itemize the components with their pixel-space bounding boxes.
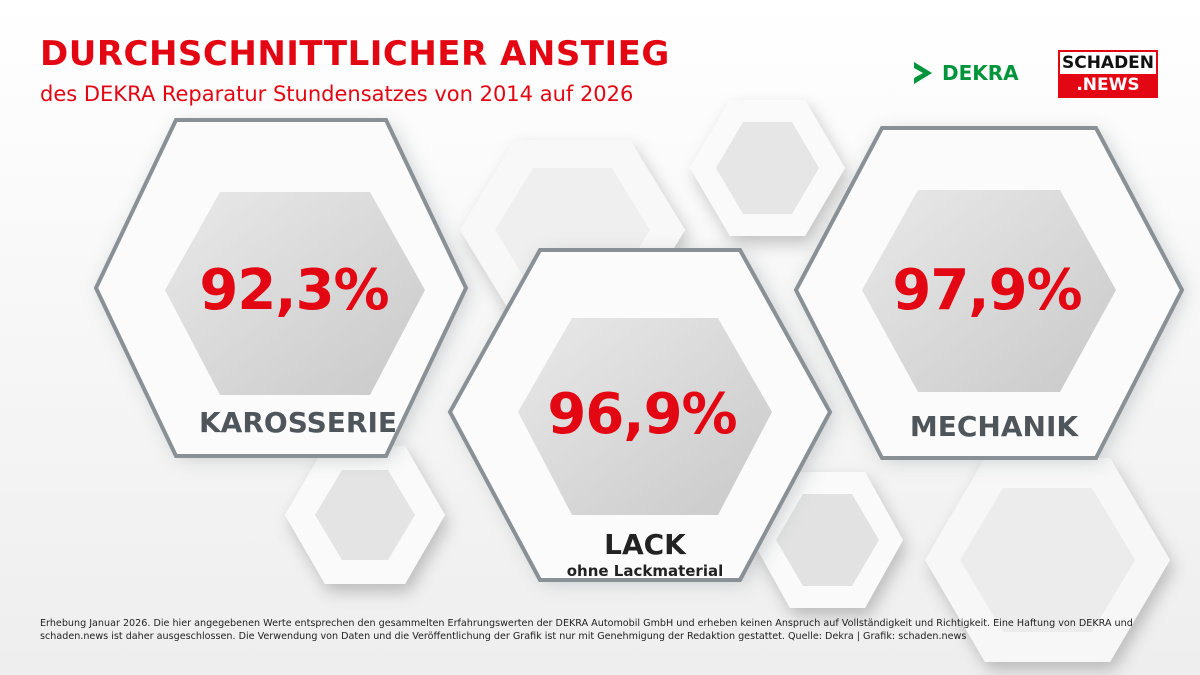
page-subtitle: des DEKRA Reparatur Stundensatzes von 20… [40, 82, 634, 106]
decor-hexagon-top [690, 100, 845, 236]
schaden-news-logo-top: SCHADEN [1061, 53, 1155, 73]
hexagon-mechanik [793, 126, 1185, 460]
karosserie-label: KAROSSERIE [198, 406, 398, 439]
schaden-news-logo-bottom: .NEWS [1060, 74, 1156, 96]
lack-label: LACK [604, 528, 686, 561]
lack-value: 96,9% [547, 382, 737, 447]
hexagon-lack [447, 248, 835, 582]
dekra-logo: DEKRA [912, 58, 1019, 88]
mechanik-value: 97,9% [892, 258, 1082, 323]
lack-sublabel: ohne Lackmaterial [566, 562, 724, 580]
page-title: DURCHSCHNITTLICHER ANSTIEG [40, 34, 670, 74]
decor-hexagon-bottom-left [285, 446, 445, 584]
footnote-disclaimer: Erhebung Januar 2026. Die hier angegeben… [40, 618, 1133, 642]
mechanik-label: MECHANIK [909, 410, 1079, 443]
decor-hexagon-bottom-right [925, 458, 1170, 662]
karosserie-value: 92,3% [199, 258, 389, 323]
decor-hexagon-bottom-center [752, 472, 903, 608]
dekra-arrow-icon [914, 62, 932, 84]
hexagon-karosserie [93, 118, 470, 458]
schaden-news-logo: SCHADEN .NEWS [1058, 50, 1158, 98]
dekra-wordmark: DEKRA [942, 61, 1019, 85]
